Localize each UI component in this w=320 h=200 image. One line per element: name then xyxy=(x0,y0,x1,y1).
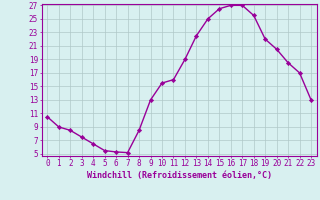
X-axis label: Windchill (Refroidissement éolien,°C): Windchill (Refroidissement éolien,°C) xyxy=(87,171,272,180)
